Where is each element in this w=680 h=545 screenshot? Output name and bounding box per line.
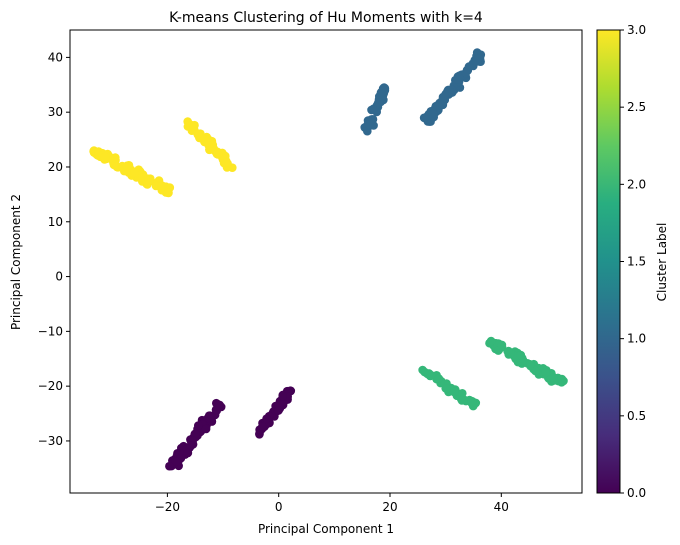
point-cluster-0 — [194, 421, 203, 430]
y-axis-title: Principal Component 2 — [9, 194, 23, 330]
chart-title: K-means Clustering of Hu Moments with k=… — [169, 10, 483, 26]
point-cluster-1 — [448, 88, 457, 97]
point-cluster-3 — [222, 158, 231, 167]
y-tick-label: −10 — [38, 324, 63, 338]
y-tick-label: −30 — [38, 434, 63, 448]
point-cluster-2 — [418, 365, 427, 375]
point-cluster-1 — [474, 54, 484, 63]
point-cluster-3 — [151, 181, 161, 191]
colorbar-label: Cluster Label — [655, 223, 669, 302]
point-cluster-1 — [376, 88, 386, 97]
point-cluster-1 — [438, 100, 448, 110]
x-axis-title: Principal Component 1 — [258, 522, 394, 536]
y-tick-label: 10 — [48, 215, 63, 229]
plot-area — [69, 29, 583, 494]
point-cluster-3 — [109, 160, 119, 170]
point-cluster-2 — [486, 336, 496, 346]
point-cluster-0 — [186, 441, 196, 451]
point-cluster-2 — [458, 389, 467, 398]
point-cluster-0 — [258, 422, 267, 431]
point-cluster-2 — [426, 370, 436, 380]
point-cluster-0 — [201, 424, 211, 434]
point-cluster-2 — [442, 384, 451, 394]
point-cluster-2 — [457, 396, 467, 405]
point-cluster-1 — [461, 68, 471, 78]
x-tick-label: 40 — [494, 500, 509, 514]
x-tick-label: 0 — [275, 500, 283, 514]
point-cluster-3 — [212, 149, 222, 159]
point-cluster-3 — [138, 173, 147, 182]
point-cluster-2 — [434, 374, 444, 383]
point-cluster-3 — [190, 120, 199, 130]
y-tick-label: 40 — [48, 50, 63, 64]
colorbar — [596, 29, 621, 494]
point-cluster-2 — [504, 346, 513, 356]
point-cluster-3 — [157, 181, 167, 191]
colorbar-tick-label: 2.0 — [627, 177, 646, 191]
y-tick-label: −20 — [38, 379, 63, 393]
point-cluster-1 — [374, 98, 383, 107]
colorbar-ticks: 0.0 0.5 1.0 1.5 2.0 2.5 3.0 — [620, 23, 646, 500]
point-cluster-2 — [549, 373, 558, 382]
y-tick-label: 0 — [55, 270, 63, 284]
point-cluster-0 — [183, 448, 193, 458]
colorbar-tick-label: 0.0 — [627, 486, 646, 500]
point-cluster-0 — [262, 414, 271, 424]
x-tick-label: 20 — [382, 500, 397, 514]
scatter-points — [89, 48, 568, 471]
x-axis: −20 0 20 40 — [155, 493, 509, 514]
colorbar-tick-label: 2.5 — [627, 100, 646, 114]
point-cluster-2 — [467, 396, 477, 406]
point-cluster-3 — [130, 168, 139, 177]
point-cluster-0 — [191, 429, 200, 439]
point-cluster-3 — [164, 188, 173, 198]
point-cluster-1 — [419, 113, 429, 123]
point-cluster-0 — [171, 457, 181, 466]
point-cluster-0 — [274, 406, 283, 415]
colorbar-tick-label: 1.5 — [627, 255, 646, 269]
point-cluster-3 — [100, 152, 110, 162]
y-axis: −30 −20 −10 0 10 20 30 40 — [38, 50, 70, 448]
point-cluster-2 — [497, 340, 507, 350]
colorbar-tick-label: 0.5 — [627, 409, 646, 423]
y-tick-label: 30 — [48, 105, 63, 119]
colorbar-tick-label: 3.0 — [627, 23, 646, 37]
point-cluster-1 — [364, 120, 374, 129]
y-tick-label: 20 — [48, 160, 63, 174]
point-cluster-1 — [453, 75, 462, 84]
point-cluster-2 — [516, 350, 526, 360]
point-cluster-2 — [449, 387, 459, 397]
point-cluster-3 — [122, 161, 132, 170]
point-cluster-0 — [278, 391, 288, 401]
colorbar-tick-label: 1.0 — [627, 332, 646, 346]
point-cluster-0 — [212, 406, 221, 415]
point-cluster-0 — [165, 461, 174, 471]
point-cluster-2 — [541, 367, 550, 377]
point-cluster-3 — [194, 129, 203, 138]
point-cluster-3 — [144, 176, 154, 185]
point-cluster-1 — [464, 62, 474, 71]
point-cluster-1 — [429, 112, 439, 122]
point-cluster-2 — [531, 366, 540, 376]
x-tick-label: −20 — [155, 500, 180, 514]
point-cluster-0 — [205, 412, 215, 422]
